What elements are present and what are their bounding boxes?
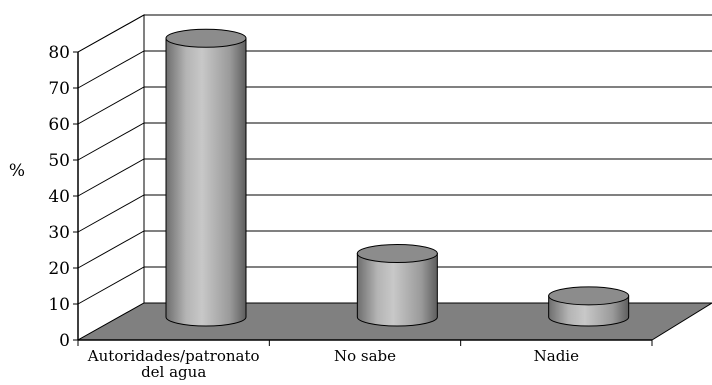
y-axis-label: % [9, 161, 25, 181]
bar [549, 287, 629, 326]
bar-top [549, 287, 629, 305]
bar-body [166, 38, 246, 326]
x-category-label-line: Nadie [534, 347, 579, 365]
x-category-label-line: No sabe [334, 347, 396, 365]
y-tick-label: 50 [48, 151, 70, 171]
x-category-label: Nadie [534, 347, 579, 365]
y-tick-label: 60 [48, 115, 70, 135]
y-tick-label: 20 [48, 259, 70, 279]
bar [166, 29, 246, 326]
x-category-label-line: del agua [141, 363, 206, 381]
bar-top [357, 244, 437, 262]
bar-top [166, 29, 246, 47]
bar [357, 244, 437, 326]
x-category-label: Autoridades/patronato del agua [87, 347, 260, 381]
x-category-label: No sabe [334, 347, 396, 365]
y-tick-label: 70 [48, 79, 70, 99]
y-tick-label: 10 [48, 295, 70, 315]
bar-body [357, 253, 437, 326]
y-tick-label: 30 [48, 223, 70, 243]
y-tick-label: 0 [59, 331, 70, 351]
y-tick-label: 40 [48, 187, 70, 207]
y-tick-label: 80 [48, 43, 70, 63]
